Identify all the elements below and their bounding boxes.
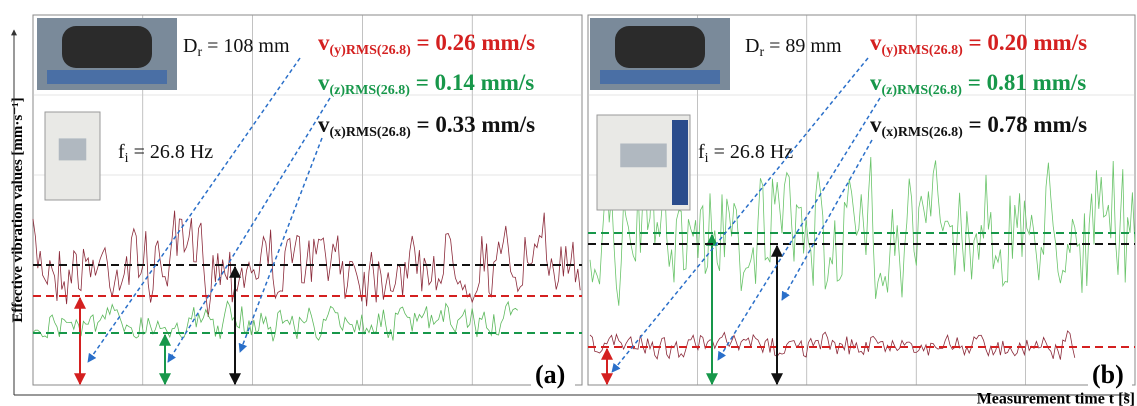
subscript: (z)RMS(26.8) xyxy=(882,83,963,98)
subscript: r xyxy=(197,45,202,60)
symbol: v xyxy=(870,30,882,55)
signal-trace xyxy=(32,210,581,317)
value-text: = 0.20 mm/s xyxy=(963,30,1087,55)
subscript: (z)RMS(26.8) xyxy=(330,83,411,98)
pointer-arrow xyxy=(238,137,323,353)
annotation: v(y)RMS(26.8) = 0.20 mm/s xyxy=(870,30,1087,58)
panel-label: (a) xyxy=(535,360,565,389)
annotation: fi = 26.8 Hz xyxy=(118,141,213,166)
x-axis-label: Measurement time t [s] xyxy=(977,391,1135,406)
symbol: v xyxy=(870,112,882,137)
annotation: v(x)RMS(26.8) = 0.78 mm/s xyxy=(870,112,1087,140)
panel-label: (b) xyxy=(1092,360,1124,389)
annotation: v(z)RMS(26.8) = 0.81 mm/s xyxy=(870,70,1086,98)
symbol: D xyxy=(745,35,759,57)
annotation: v(y)RMS(26.8) = 0.26 mm/s xyxy=(318,30,535,58)
label-bg xyxy=(1088,359,1132,389)
value-text: = 26.8 Hz xyxy=(129,141,214,163)
subscript: (x)RMS(26.8) xyxy=(882,125,964,140)
value-text: = 108 mm xyxy=(202,35,290,57)
inverter-side xyxy=(672,120,688,205)
annotation: v(x)RMS(26.8) = 0.33 mm/s xyxy=(318,112,535,140)
annotation: v(z)RMS(26.8) = 0.14 mm/s xyxy=(318,70,534,98)
symbol: f xyxy=(698,141,705,163)
motor-body xyxy=(615,26,705,68)
motor-base xyxy=(47,70,167,84)
value-text: = 26.8 Hz xyxy=(709,141,794,163)
inverter-display xyxy=(620,143,667,168)
symbol: v xyxy=(318,30,330,55)
annotation: Dr = 108 mm xyxy=(183,35,290,60)
motor-base xyxy=(600,70,720,84)
pointer-arrow xyxy=(87,57,301,363)
subscript: (y)RMS(26.8) xyxy=(330,43,412,58)
symbol: v xyxy=(318,70,330,95)
pointer-arrow xyxy=(717,97,881,361)
value-text: = 0.81 mm/s xyxy=(962,70,1086,95)
symbol: f xyxy=(118,141,125,163)
subscript: i xyxy=(705,151,709,166)
inverter-display xyxy=(58,138,87,161)
symbol: v xyxy=(318,112,330,137)
panel-frame xyxy=(32,14,583,386)
y-axis-label: Effective vibration values [mm·s⁻¹] xyxy=(10,97,26,322)
label-bg xyxy=(531,359,575,389)
value-text: = 0.26 mm/s xyxy=(411,30,535,55)
subscript: (y)RMS(26.8) xyxy=(882,43,964,58)
pointer-arrow xyxy=(781,139,873,301)
subscript: (x)RMS(26.8) xyxy=(330,125,412,140)
panel-frame xyxy=(587,14,1136,386)
motor-body xyxy=(62,26,152,68)
symbol: D xyxy=(183,35,197,57)
value-text: = 0.78 mm/s xyxy=(963,112,1087,137)
value-text: = 89 mm xyxy=(764,35,842,57)
signal-trace xyxy=(589,330,1076,360)
signal-trace xyxy=(32,300,519,342)
annotation: Dr = 89 mm xyxy=(745,35,842,60)
value-text: = 0.14 mm/s xyxy=(410,70,534,95)
pointer-arrow xyxy=(611,57,869,373)
symbol: v xyxy=(870,70,882,95)
pointer-arrow xyxy=(167,97,331,363)
traces xyxy=(32,14,1136,386)
annotation: fi = 26.8 Hz xyxy=(698,141,793,166)
value-text: = 0.33 mm/s xyxy=(411,112,535,137)
subscript: i xyxy=(125,151,129,166)
subscript: r xyxy=(759,45,764,60)
